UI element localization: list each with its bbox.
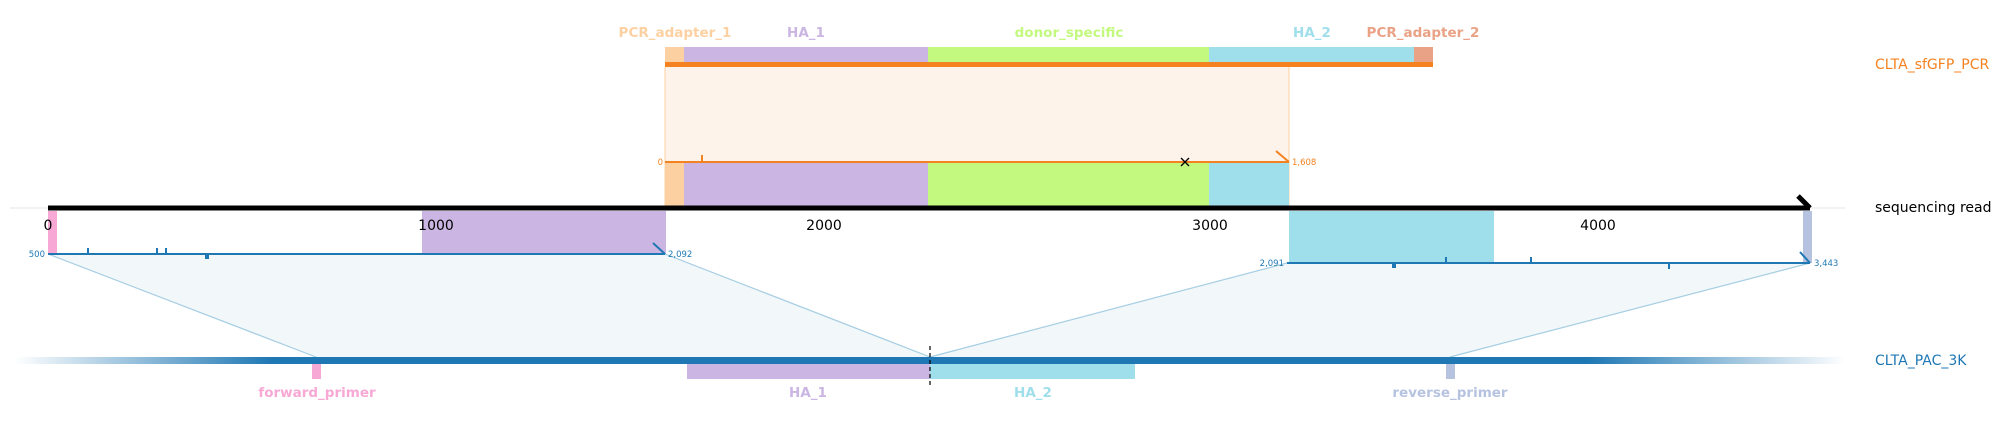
ref-ha-2-block — [930, 364, 1135, 379]
reference-track: forward_primer HA_1 HA_2 reverse_primer … — [15, 346, 1967, 401]
forward-primer-label: forward_primer — [258, 385, 376, 401]
read-ha-2-block — [1289, 211, 1494, 263]
left-alignment-start: 500 — [29, 250, 45, 260]
proj-pcr-adapter-1 — [665, 162, 684, 208]
pcr-end-arrow-head — [1275, 150, 1290, 163]
read-ha-1-block — [422, 211, 666, 254]
reference-alignment-left: 500 2,092 — [29, 242, 931, 358]
forward-primer-block — [312, 364, 321, 379]
ha-2-block — [1209, 47, 1414, 63]
proj-ha-1 — [684, 162, 928, 208]
read-tick-3000: 3000 — [1192, 218, 1228, 234]
right-alignment-end: 3,443 — [1814, 259, 1838, 269]
right-alignment-shade — [930, 263, 1810, 357]
sequencing-read-name: sequencing read — [1875, 200, 1991, 216]
reference-alignment-right: 2,091 3,443 — [929, 251, 1838, 358]
pcr-product-line — [665, 62, 1433, 67]
pcr-projection-shade — [665, 67, 1289, 162]
right-alignment-start: 2,091 — [1260, 259, 1284, 269]
reverse-primer-label: reverse_primer — [1392, 385, 1508, 401]
ha-1-bottom-label: HA_1 — [789, 385, 827, 401]
read-tick-0: 0 — [44, 218, 53, 234]
pcr-product-track: PCR_adapter_1 HA_1 donor_specific HA_2 P… — [619, 25, 1990, 73]
pcr-adapter-1-label: PCR_adapter_1 — [619, 25, 732, 41]
pcr-alignment-start: 0 — [658, 158, 663, 168]
pcr-product-name: CLTA_sfGFP_PCR — [1875, 57, 1989, 73]
right-deletion-mark-1 — [1392, 263, 1396, 268]
donor-specific-block — [928, 47, 1209, 63]
read-tick-2000: 2000 — [806, 218, 842, 234]
sequencing-read-arrow-head — [1796, 194, 1812, 210]
ha-2-bottom-label: HA_2 — [1014, 385, 1052, 401]
ha-2-top-label: HA_2 — [1293, 25, 1331, 41]
sequencing-read-track: 0 1000 2000 3000 4000 sequencing read — [10, 194, 1991, 263]
donor-specific-label: donor_specific — [1015, 25, 1124, 41]
left-deletion-mark — [205, 254, 209, 259]
reverse-primer-block — [1446, 364, 1455, 379]
ha-1-top-label: HA_1 — [787, 25, 825, 41]
pcr-adapter-1-block — [665, 47, 684, 63]
pcr-adapter-2-label: PCR_adapter_2 — [1367, 25, 1480, 41]
mismatch-x-icon — [1180, 157, 1190, 167]
pcr-alignment: 0 1,608 — [658, 67, 1316, 208]
read-tick-4000: 4000 — [1580, 218, 1616, 234]
read-tick-1000: 1000 — [418, 218, 454, 234]
left-alignment-shade — [48, 254, 930, 357]
right-alignment-edge-1 — [929, 262, 1288, 358]
ha-1-block — [684, 47, 928, 63]
left-alignment-edge-1 — [47, 253, 317, 358]
read-forward-primer-mark — [48, 211, 57, 254]
pcr-alignment-end: 1,608 — [1292, 158, 1316, 168]
ref-ha-1-block — [687, 364, 930, 379]
proj-donor-specific — [928, 162, 1209, 208]
left-alignment-edge-2 — [664, 253, 931, 358]
right-alignment-arrow-head — [1799, 251, 1811, 264]
pcr-adapter-2-block — [1414, 47, 1433, 63]
reference-name: CLTA_PAC_3K — [1875, 353, 1967, 369]
left-alignment-end: 2,092 — [668, 250, 692, 260]
read-reverse-primer-mark — [1803, 211, 1812, 263]
left-alignment-arrow-head — [652, 242, 666, 255]
right-alignment-edge-2 — [1449, 262, 1811, 358]
proj-ha-2 — [1209, 162, 1289, 208]
